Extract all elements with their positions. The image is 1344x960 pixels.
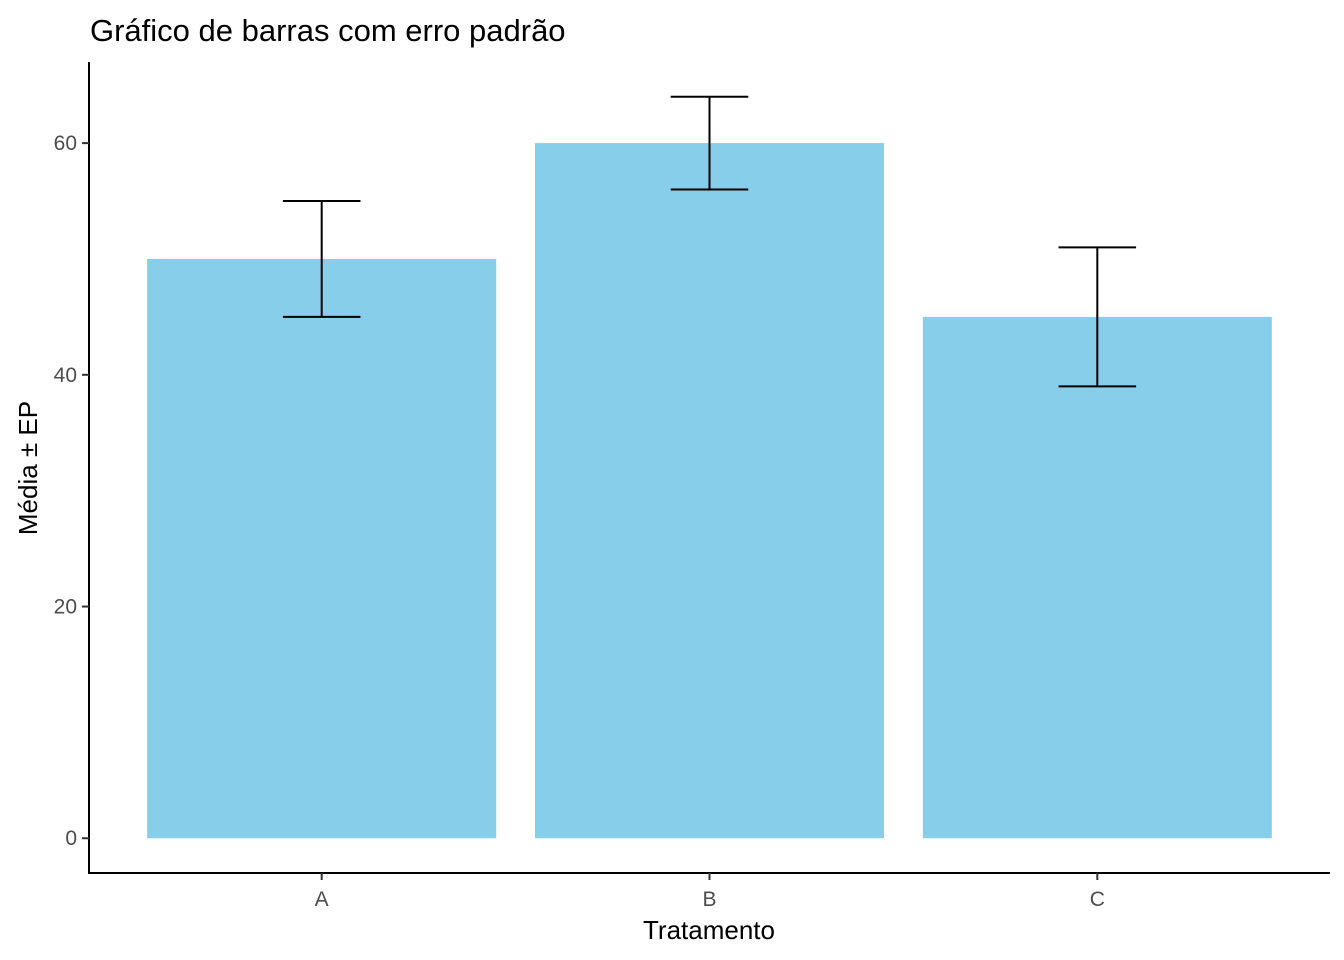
x-axis-title: Tratamento — [643, 915, 775, 945]
bars-layer — [147, 143, 1272, 839]
x-tick-label: C — [1090, 888, 1105, 911]
bar-A — [147, 258, 497, 839]
bar-B — [534, 143, 885, 839]
y-ticks-layer: 0 20 40 60 — [54, 132, 89, 850]
y-tick-label: 40 — [54, 364, 77, 387]
y-tick-label: 20 — [54, 596, 77, 619]
y-axis-title: Média ± EP — [13, 401, 43, 535]
error-bar-C — [1058, 246, 1137, 388]
error-bar-B — [670, 95, 749, 191]
error-bars-layer — [282, 95, 1137, 388]
x-tick-label: A — [315, 888, 329, 911]
x-tick-label: B — [702, 888, 716, 911]
x-ticks-layer: A B C — [315, 873, 1105, 911]
y-tick-label: 0 — [65, 827, 77, 850]
error-bar-A — [282, 200, 361, 318]
y-tick-label: 60 — [54, 132, 77, 155]
chart-title: Gráfico de barras com erro padrão — [90, 13, 566, 48]
bar-C — [922, 316, 1272, 839]
